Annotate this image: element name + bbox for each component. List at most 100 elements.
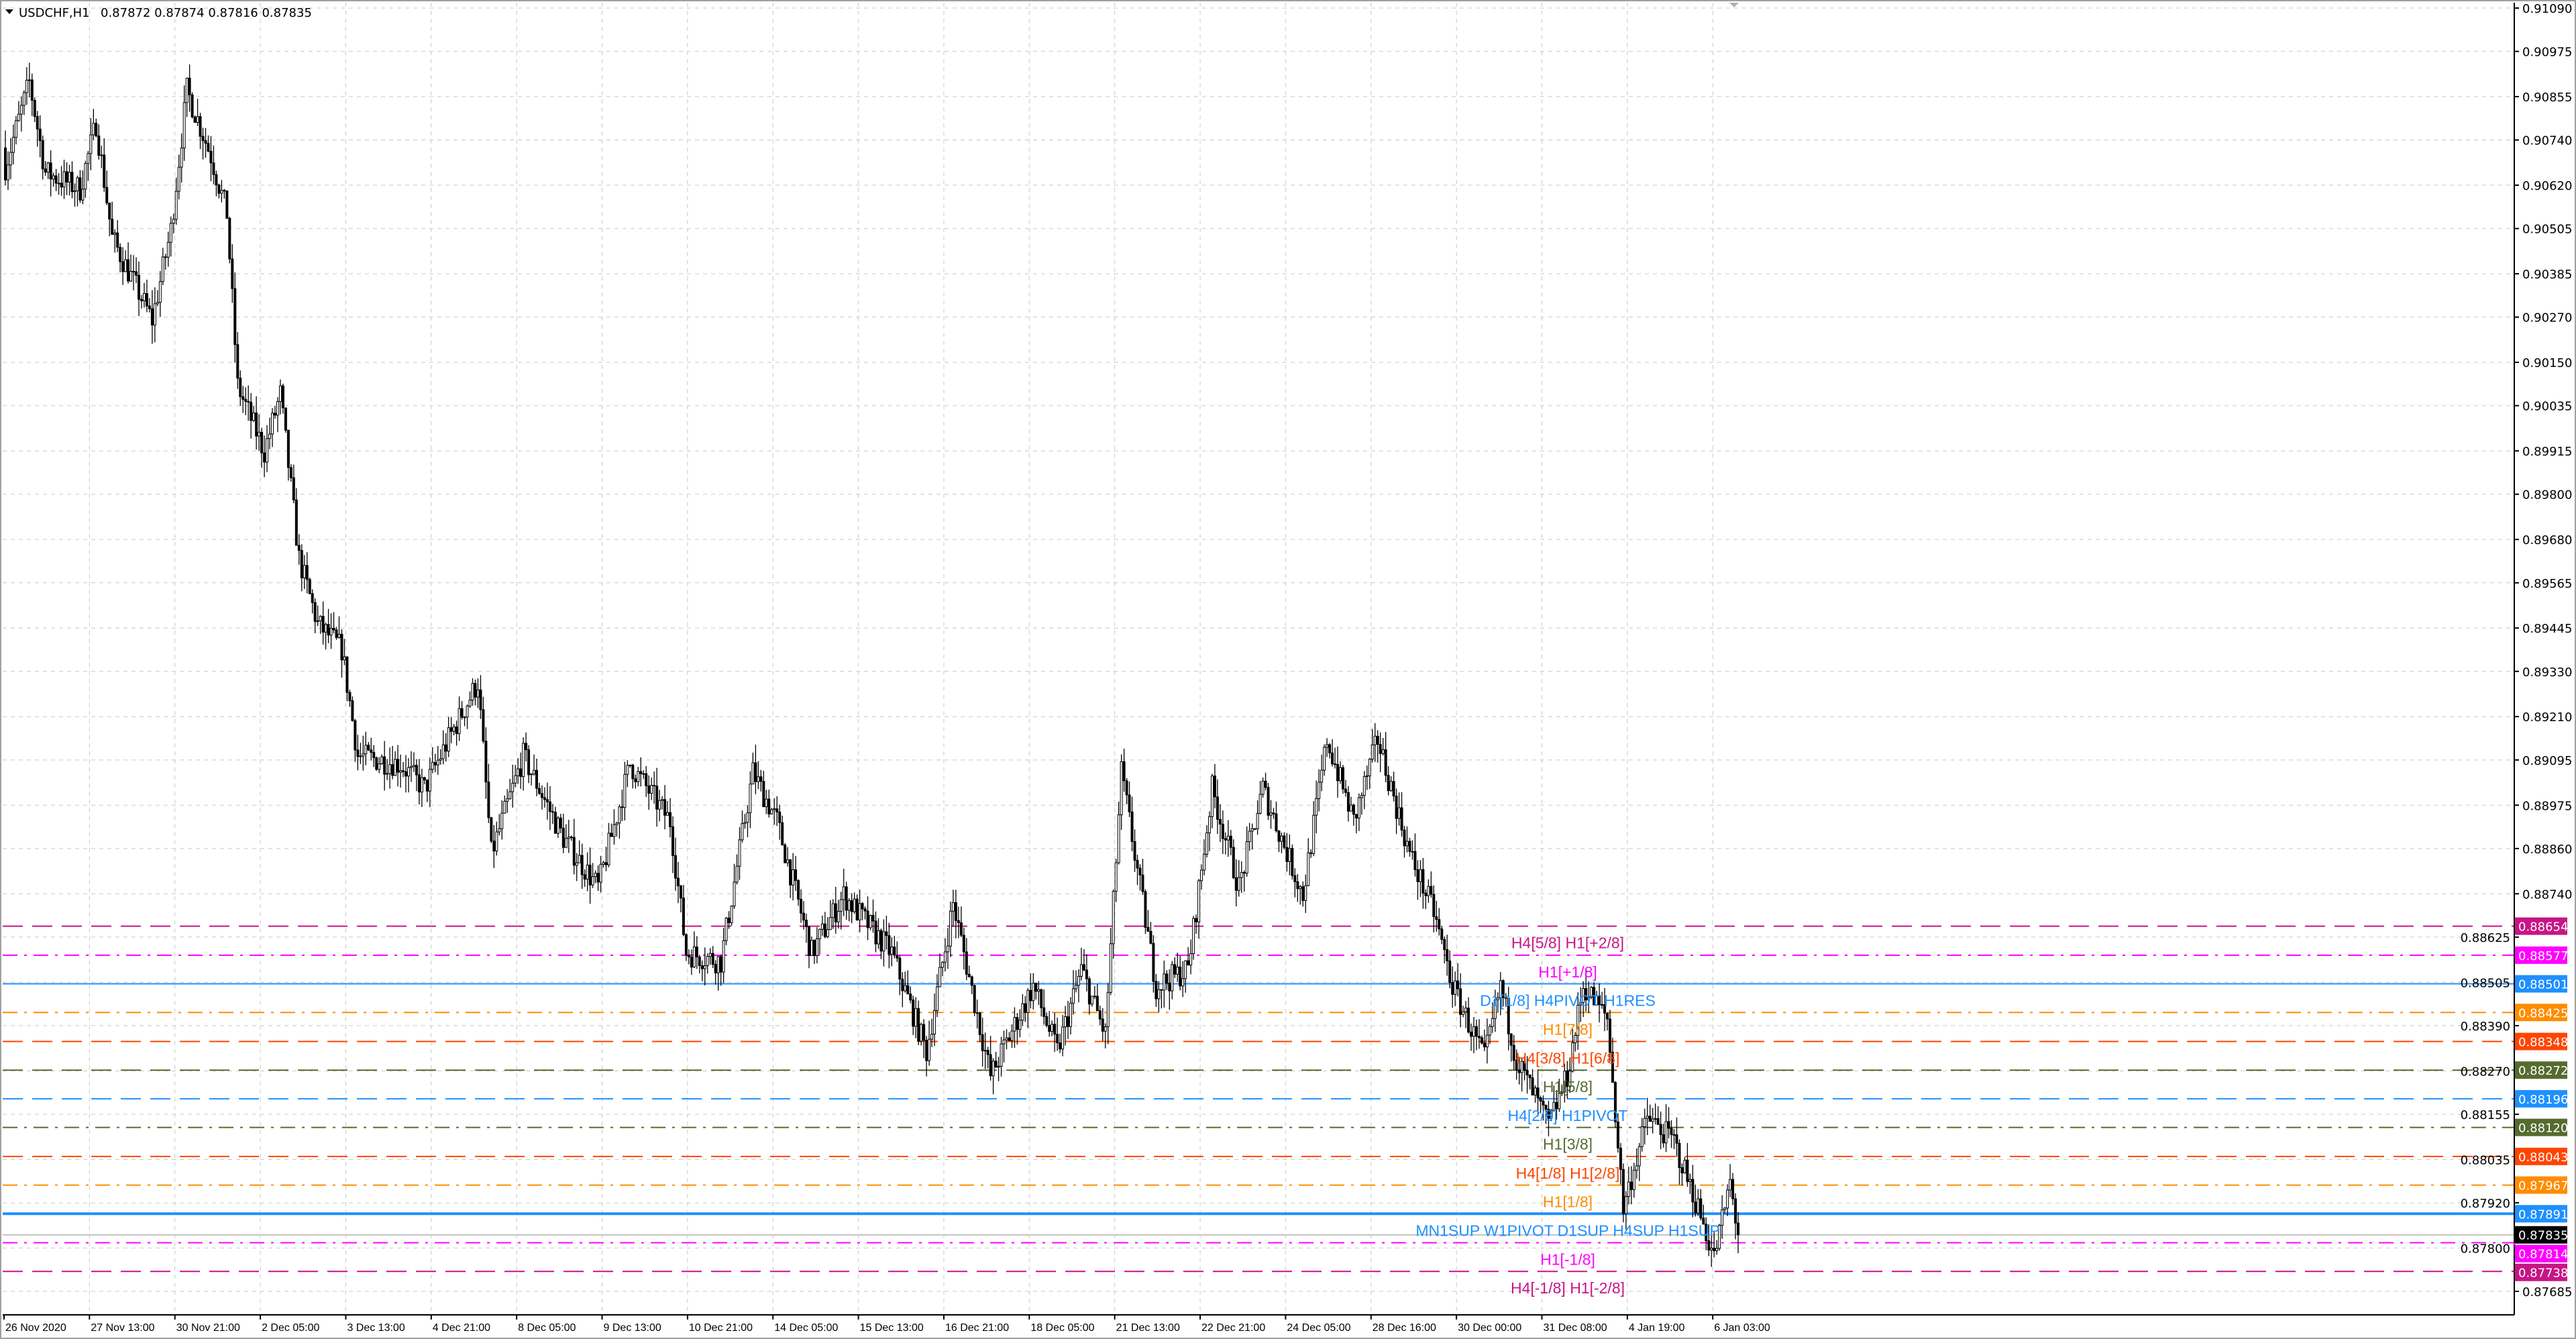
triangle-down-icon[interactable] bbox=[5, 9, 13, 14]
candle bbox=[1216, 779, 1219, 835]
candle-body bbox=[1138, 867, 1142, 875]
candle-body bbox=[575, 862, 578, 866]
candle bbox=[482, 696, 485, 744]
candle bbox=[14, 116, 17, 145]
candle bbox=[954, 890, 957, 939]
candle-body bbox=[519, 768, 523, 778]
time-axis[interactable]: 26 Nov 2020 27 Nov 13:00 30 Nov 21:00 2 Dec… bbox=[3, 1315, 1770, 1334]
candle-body bbox=[805, 920, 808, 927]
candle bbox=[1285, 833, 1289, 872]
candle-body bbox=[896, 955, 899, 959]
candle-body bbox=[297, 545, 301, 551]
candle-body bbox=[890, 947, 894, 955]
candle bbox=[514, 765, 517, 788]
level-price-box-text: 0.88654 bbox=[2518, 920, 2568, 934]
candle-body bbox=[535, 769, 539, 789]
candle bbox=[103, 138, 106, 192]
level-price-box bbox=[2515, 1118, 2567, 1136]
candle-body bbox=[812, 940, 816, 957]
candle bbox=[460, 700, 464, 720]
candle-body bbox=[158, 281, 162, 303]
candle-body bbox=[1226, 835, 1230, 841]
candle bbox=[28, 62, 31, 98]
x-tick-label: 30 Dec 00:00 bbox=[1458, 1322, 1521, 1334]
candle bbox=[199, 113, 202, 150]
candle-body bbox=[30, 79, 34, 101]
candle-body bbox=[1320, 769, 1324, 783]
candle-body bbox=[1098, 1010, 1102, 1020]
candle bbox=[545, 782, 549, 820]
candle bbox=[959, 906, 963, 937]
candle-body bbox=[436, 759, 439, 765]
candle-body bbox=[364, 745, 368, 755]
candle bbox=[407, 758, 410, 793]
candle-body bbox=[33, 100, 36, 117]
candle-body bbox=[474, 683, 477, 698]
candle bbox=[1579, 987, 1582, 1022]
candle-body bbox=[217, 184, 221, 194]
candle bbox=[692, 931, 696, 969]
x-tick-label: 24 Dec 05:00 bbox=[1287, 1322, 1350, 1334]
candle-body bbox=[1296, 881, 1299, 890]
candle-body bbox=[1611, 1052, 1614, 1083]
candle-body bbox=[1163, 973, 1166, 991]
candle-body bbox=[103, 154, 106, 188]
candle-body bbox=[1539, 1097, 1542, 1102]
candle bbox=[757, 761, 760, 790]
candle-body bbox=[642, 773, 645, 775]
scroll-marker-icon[interactable] bbox=[1729, 3, 1739, 7]
candle-body bbox=[431, 762, 434, 770]
candle-body bbox=[391, 764, 394, 776]
candle bbox=[773, 798, 776, 825]
candle bbox=[76, 175, 79, 207]
candle bbox=[1261, 777, 1265, 798]
candle-body bbox=[196, 116, 199, 123]
candle-body bbox=[156, 302, 159, 305]
candle bbox=[1192, 916, 1195, 960]
candle-body bbox=[1064, 1016, 1067, 1028]
candle-body bbox=[1734, 1198, 1737, 1224]
candle bbox=[749, 771, 752, 828]
candle bbox=[1339, 761, 1342, 784]
candle-body bbox=[1392, 781, 1395, 797]
candle bbox=[22, 90, 25, 115]
candle-body bbox=[724, 918, 728, 941]
candle bbox=[1109, 928, 1112, 996]
candle bbox=[455, 720, 458, 746]
candle-body bbox=[1331, 752, 1334, 765]
candle bbox=[1093, 986, 1096, 1000]
price-axis[interactable]: 0.91090 0.90975 0.90855 0.90740 0.90620 0.905… bbox=[2461, 2, 2573, 1299]
candle-body bbox=[1638, 1146, 1641, 1167]
candle-body bbox=[1037, 989, 1040, 992]
candle bbox=[1421, 857, 1425, 909]
candle-body bbox=[449, 727, 453, 732]
candle bbox=[1141, 858, 1144, 896]
candle bbox=[920, 1022, 923, 1046]
candle bbox=[1723, 1207, 1727, 1214]
candle-body bbox=[1326, 744, 1329, 748]
candle bbox=[201, 127, 205, 160]
level-label: H4[-1/8] H1[-2/8] bbox=[1511, 1279, 1625, 1297]
y-tick-label: 0.89445 bbox=[2522, 622, 2572, 636]
candle bbox=[9, 138, 12, 180]
candle-body bbox=[540, 793, 543, 798]
candle-body bbox=[1179, 966, 1182, 987]
x-tick-label: 28 Dec 16:00 bbox=[1373, 1322, 1436, 1334]
candle bbox=[375, 756, 378, 771]
candle bbox=[1122, 748, 1126, 792]
candle-body bbox=[329, 627, 333, 636]
candle bbox=[490, 816, 493, 843]
candle bbox=[1064, 1006, 1067, 1046]
candle-body bbox=[738, 839, 741, 867]
candle bbox=[978, 1012, 981, 1042]
candle-body bbox=[121, 261, 125, 272]
candle bbox=[730, 905, 733, 926]
candle bbox=[610, 823, 613, 837]
candle-body bbox=[1267, 787, 1270, 816]
candle bbox=[828, 900, 832, 930]
candle bbox=[383, 741, 386, 791]
candle-body bbox=[901, 978, 904, 992]
candle bbox=[57, 173, 60, 195]
candle-body bbox=[687, 955, 690, 958]
